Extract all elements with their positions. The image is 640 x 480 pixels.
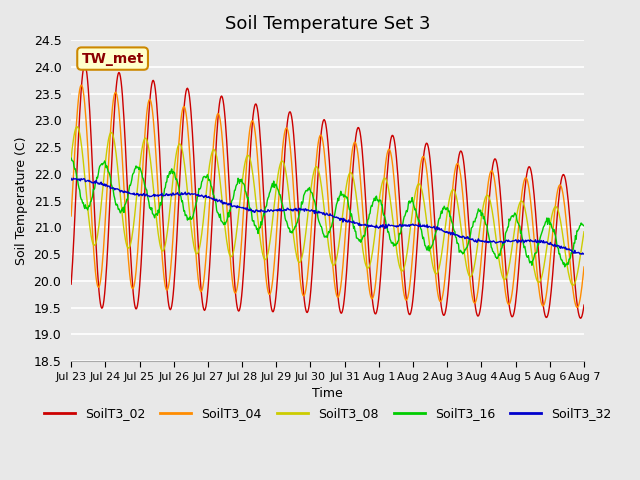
Text: TW_met: TW_met: [81, 51, 144, 66]
Y-axis label: Soil Temperature (C): Soil Temperature (C): [15, 136, 28, 265]
X-axis label: Time: Time: [312, 387, 343, 400]
Legend: SoilT3_02, SoilT3_04, SoilT3_08, SoilT3_16, SoilT3_32: SoilT3_02, SoilT3_04, SoilT3_08, SoilT3_…: [38, 403, 616, 425]
Title: Soil Temperature Set 3: Soil Temperature Set 3: [225, 15, 430, 33]
